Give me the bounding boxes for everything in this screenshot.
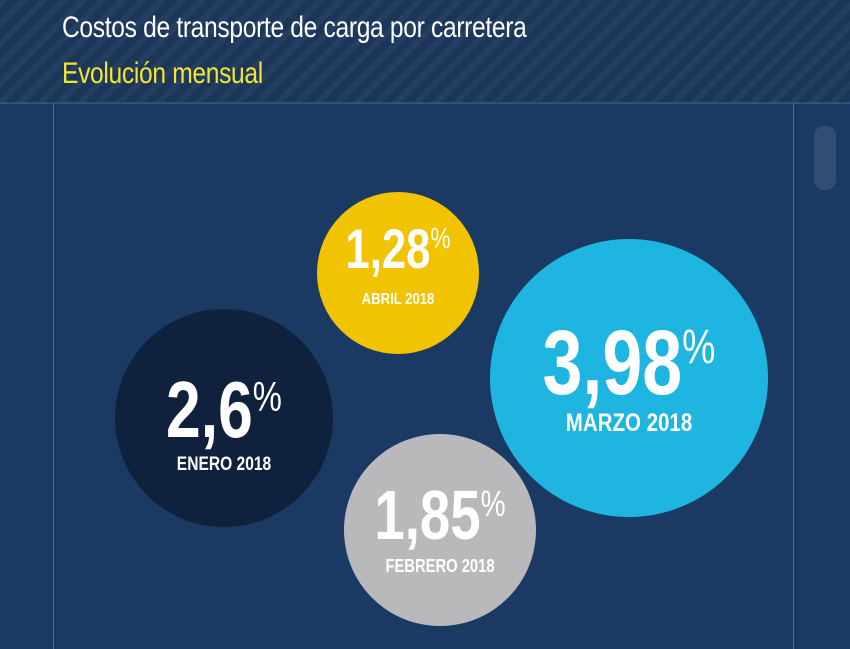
frame-line-right [793,104,794,649]
bubble-enero: 2,6% ENERO 2018 [115,309,333,527]
percent-sign: % [430,223,451,256]
page-title: Costos de transporte de carga por carret… [62,11,527,44]
bubble-label-marzo: MARZO 2018 [565,409,693,438]
bubble-value-marzo: 3,98% [521,317,738,409]
bubble-marzo: 3,98% MARZO 2018 [490,239,768,517]
faded-logo-mark [814,126,836,190]
bubble-number-enero: 2,6 [166,365,253,455]
bubble-label-enero: ENERO 2018 [176,454,272,476]
bubble-febrero: 1,85% FEBRERO 2018 [344,434,536,626]
bubble-label-abril: ABRIL 2018 [361,291,435,309]
bubble-number-febrero: 1,85 [374,476,481,555]
bubble-value-febrero: 1,85% [365,480,515,550]
percent-sign: % [252,373,282,421]
bubble-number-abril: 1,28 [345,217,431,281]
frame-line-left [53,104,54,649]
bubble-abril: 1,28% ABRIL 2018 [317,192,479,354]
page-subtitle: Evolución mensual [62,57,263,90]
bubble-label-febrero: FEBRERO 2018 [385,555,495,576]
header-banner: Costos de transporte de carga por carret… [0,0,850,104]
percent-sign: % [682,320,716,374]
bubble-number-marzo: 3,98 [542,311,683,414]
percent-sign: % [480,483,506,525]
bubble-value-enero: 2,6% [139,370,309,450]
bubble-value-abril: 1,28% [335,221,461,277]
